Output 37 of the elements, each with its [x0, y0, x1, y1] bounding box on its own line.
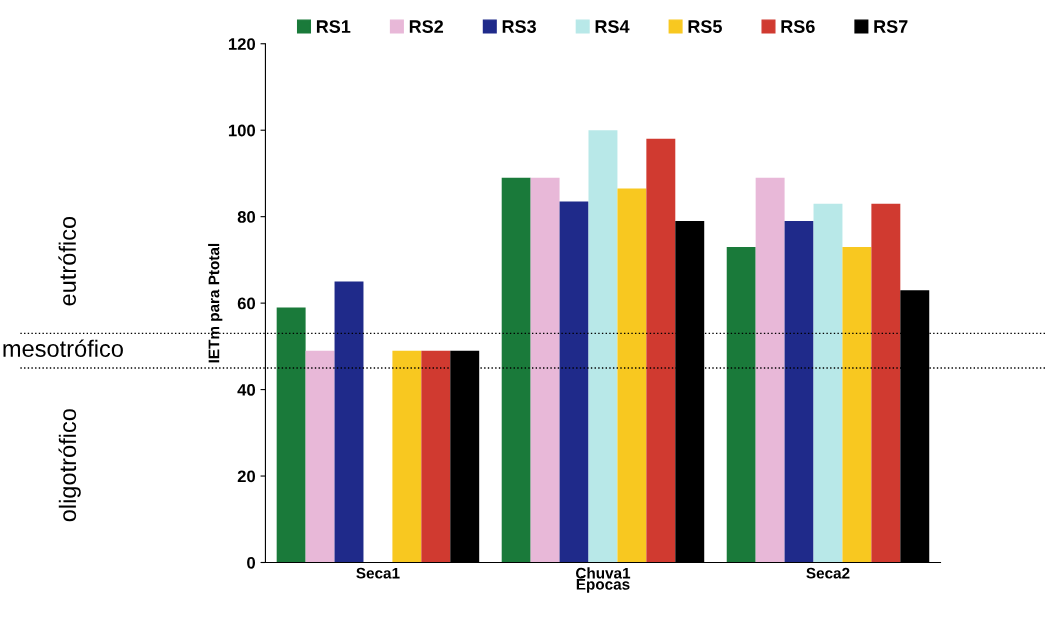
bar [334, 281, 364, 563]
legend-label: RS1 [316, 20, 351, 33]
legend-label: RS3 [502, 20, 536, 33]
bar [276, 307, 306, 563]
legend-label: RS2 [409, 20, 444, 33]
legend-label: RS6 [781, 20, 815, 33]
bar [559, 201, 589, 563]
x-tick-label: Seca1 [356, 567, 400, 579]
bar [784, 220, 814, 563]
bar [305, 350, 335, 563]
y-tick-label: 20 [237, 470, 256, 483]
bar [842, 246, 872, 563]
bar [617, 188, 647, 563]
x-tick-label: Seca2 [806, 567, 850, 579]
text: oligotrófico [58, 409, 81, 522]
y-axis-title: IETm para Ptotal [208, 243, 223, 363]
y-tick-label: 60 [237, 297, 256, 310]
bar [392, 350, 422, 563]
bar [726, 246, 756, 563]
bar [421, 350, 451, 563]
bar [588, 130, 618, 563]
y-tick-label: 100 [228, 124, 256, 137]
text: eutrófico [58, 216, 76, 306]
bar [501, 177, 531, 563]
bar [813, 203, 843, 563]
y-tick-label: 40 [237, 383, 256, 396]
bar [871, 203, 901, 563]
bar [530, 177, 560, 563]
legend-label: RS5 [688, 20, 722, 33]
legend-label: RS7 [874, 20, 908, 33]
bar [646, 138, 676, 563]
legend-label: RS4 [595, 20, 630, 33]
y-tick-label: 80 [237, 211, 256, 223]
y-tick-label: 0 [247, 556, 256, 569]
y-tick-label: 120 [228, 38, 256, 50]
text: mesotrófico [3, 339, 123, 358]
bar [755, 177, 785, 563]
